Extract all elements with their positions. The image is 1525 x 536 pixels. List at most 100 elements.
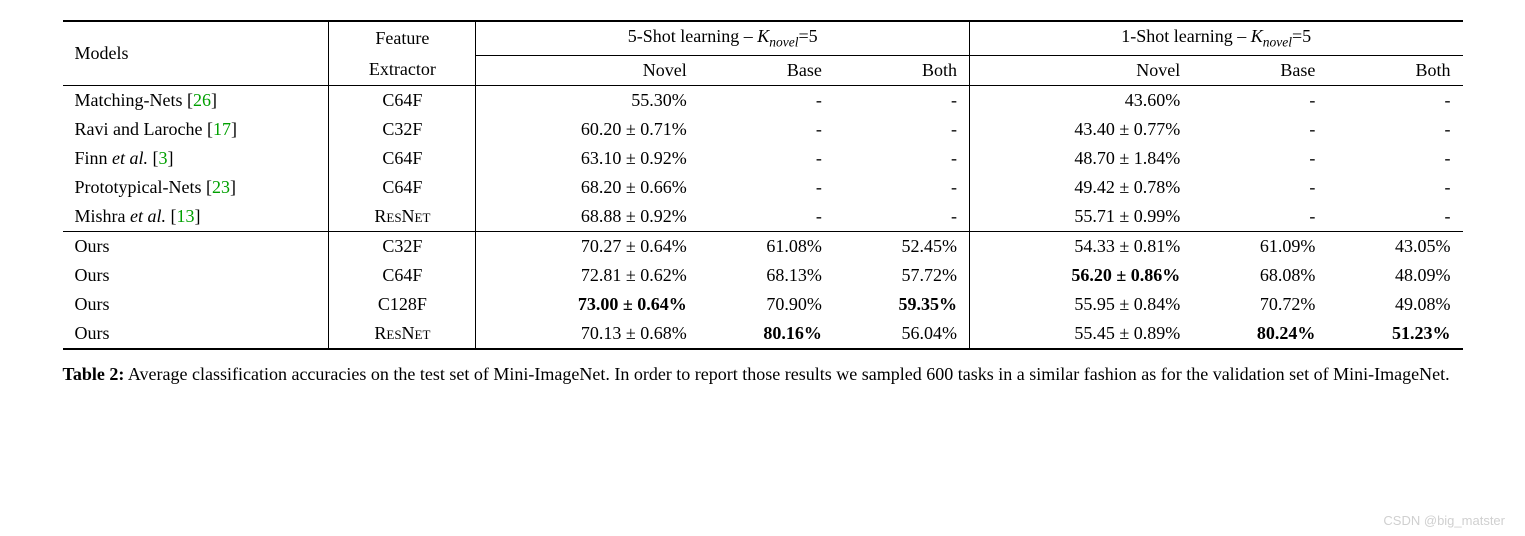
cell-1-both: - <box>1327 115 1462 144</box>
results-table: Models Feature 5-Shot learning – Knovel=… <box>63 20 1463 350</box>
cell-5-both: 56.04% <box>834 319 970 349</box>
cell-5-base: - <box>699 85 834 115</box>
header-5shot: 5-Shot learning – Knovel=5 <box>476 21 970 55</box>
cell-model: Ravi and Laroche [17] <box>63 115 329 144</box>
header-1-both: Both <box>1327 55 1462 85</box>
header-1shot-sub: novel <box>1263 35 1292 50</box>
cell-5-novel: 68.20 ± 0.66% <box>476 173 699 202</box>
cell-extractor: C32F <box>329 231 476 261</box>
cell-extractor: C128F <box>329 290 476 319</box>
cell-1-base: 68.08% <box>1192 261 1327 290</box>
cell-5-both: 52.45% <box>834 231 970 261</box>
cell-1-base: - <box>1192 173 1327 202</box>
cell-5-novel: 63.10 ± 0.92% <box>476 144 699 173</box>
header-1shot: 1-Shot learning – Knovel=5 <box>969 21 1462 55</box>
citation-link[interactable]: 13 <box>177 206 195 226</box>
cell-1-both: - <box>1327 85 1462 115</box>
cell-5-novel: 70.27 ± 0.64% <box>476 231 699 261</box>
cell-1-novel: 55.95 ± 0.84% <box>969 290 1192 319</box>
table-row: Ours ResNet 70.13 ± 0.68% 80.16% 56.04% … <box>63 319 1463 349</box>
table-row: Finn et al. [3] C64F 63.10 ± 0.92% - - 4… <box>63 144 1463 173</box>
cell-model: Prototypical-Nets [23] <box>63 173 329 202</box>
cell-1-both: 49.08% <box>1327 290 1462 319</box>
header-5-novel: Novel <box>476 55 699 85</box>
cell-model: Matching-Nets [26] <box>63 85 329 115</box>
cell-5-base: - <box>699 173 834 202</box>
cell-extractor: ResNet <box>329 202 476 232</box>
cell-1-both: - <box>1327 173 1462 202</box>
cell-model: Finn et al. [3] <box>63 144 329 173</box>
header-models: Models <box>63 21 329 85</box>
table-row: Ravi and Laroche [17] C32F 60.20 ± 0.71%… <box>63 115 1463 144</box>
cell-1-novel: 55.45 ± 0.89% <box>969 319 1192 349</box>
table-caption: Table 2: Average classification accuraci… <box>63 362 1463 387</box>
cell-5-base: 70.90% <box>699 290 834 319</box>
table-row: Ours C32F 70.27 ± 0.64% 61.08% 52.45% 54… <box>63 231 1463 261</box>
cell-1-both: - <box>1327 144 1462 173</box>
cell-5-base: - <box>699 144 834 173</box>
cell-5-base: 61.08% <box>699 231 834 261</box>
cell-1-base: - <box>1192 144 1327 173</box>
cell-5-both: - <box>834 85 970 115</box>
cell-1-both: 48.09% <box>1327 261 1462 290</box>
cell-1-both: 51.23% <box>1327 319 1462 349</box>
table-row: Mishra et al. [13] ResNet 68.88 ± 0.92% … <box>63 202 1463 232</box>
citation-link[interactable]: 23 <box>212 177 230 197</box>
header-1-base: Base <box>1192 55 1327 85</box>
header-1-novel: Novel <box>969 55 1192 85</box>
cell-1-both: - <box>1327 202 1462 232</box>
cell-1-novel: 54.33 ± 0.81% <box>969 231 1192 261</box>
cell-5-novel: 68.88 ± 0.92% <box>476 202 699 232</box>
cell-model: Ours <box>63 261 329 290</box>
cell-5-both: - <box>834 202 970 232</box>
cell-5-base: - <box>699 202 834 232</box>
cell-1-base: 80.24% <box>1192 319 1327 349</box>
cell-1-novel: 43.40 ± 0.77% <box>969 115 1192 144</box>
cell-1-novel: 49.42 ± 0.78% <box>969 173 1192 202</box>
caption-label: Table 2: <box>63 364 125 384</box>
cell-model: Mishra et al. [13] <box>63 202 329 232</box>
cell-1-base: - <box>1192 115 1327 144</box>
header-5-both: Both <box>834 55 970 85</box>
header-5shot-k: K <box>757 26 769 46</box>
cell-5-both: 59.35% <box>834 290 970 319</box>
header-5-base: Base <box>699 55 834 85</box>
cell-5-both: - <box>834 144 970 173</box>
citation-link[interactable]: 26 <box>193 90 211 110</box>
watermark: CSDN @big_matster <box>1383 513 1505 528</box>
caption-text: Average classification accuracies on the… <box>124 364 1449 384</box>
cell-1-novel: 55.71 ± 0.99% <box>969 202 1192 232</box>
header-5shot-sub: novel <box>769 35 798 50</box>
cell-1-base: - <box>1192 85 1327 115</box>
cell-5-both: 57.72% <box>834 261 970 290</box>
cell-5-both: - <box>834 173 970 202</box>
citation-link[interactable]: 17 <box>213 119 231 139</box>
header-1shot-prefix: 1-Shot learning – <box>1121 26 1250 46</box>
header-extractor-2: Extractor <box>329 55 476 85</box>
cell-1-base: - <box>1192 202 1327 232</box>
table-row: Prototypical-Nets [23] C64F 68.20 ± 0.66… <box>63 173 1463 202</box>
cell-1-novel: 56.20 ± 0.86% <box>969 261 1192 290</box>
cell-extractor: C64F <box>329 144 476 173</box>
cell-5-novel: 55.30% <box>476 85 699 115</box>
cell-extractor: C32F <box>329 115 476 144</box>
citation-link[interactable]: 3 <box>159 148 168 168</box>
cell-model: Ours <box>63 231 329 261</box>
cell-extractor: ResNet <box>329 319 476 349</box>
cell-1-both: 43.05% <box>1327 231 1462 261</box>
cell-5-base: 80.16% <box>699 319 834 349</box>
cell-extractor: C64F <box>329 173 476 202</box>
table-row: Matching-Nets [26] C64F 55.30% - - 43.60… <box>63 85 1463 115</box>
header-5shot-prefix: 5-Shot learning – <box>628 26 757 46</box>
table-row: Ours C64F 72.81 ± 0.62% 68.13% 57.72% 56… <box>63 261 1463 290</box>
cell-5-novel: 72.81 ± 0.62% <box>476 261 699 290</box>
cell-model: Ours <box>63 319 329 349</box>
header-1shot-suffix: =5 <box>1292 26 1311 46</box>
cell-extractor: C64F <box>329 261 476 290</box>
cell-1-base: 61.09% <box>1192 231 1327 261</box>
cell-5-base: 68.13% <box>699 261 834 290</box>
header-1shot-k: K <box>1251 26 1263 46</box>
cell-model: Ours <box>63 290 329 319</box>
cell-1-novel: 43.60% <box>969 85 1192 115</box>
table-container: Models Feature 5-Shot learning – Knovel=… <box>63 20 1463 387</box>
